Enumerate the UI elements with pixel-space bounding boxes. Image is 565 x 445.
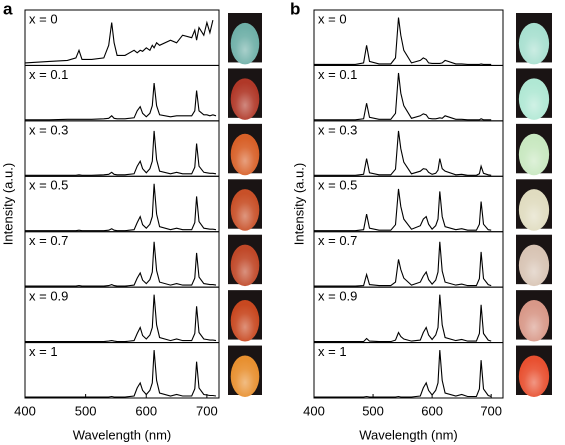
spectrum-line [25, 183, 217, 232]
sample-glow-highlight [518, 22, 550, 65]
series-label: x = 0.1 [318, 67, 357, 82]
spectrum-line [314, 241, 492, 287]
sample-glow-highlight [230, 355, 260, 397]
series-label: x = 0 [318, 11, 347, 26]
spectrum-line [25, 83, 217, 121]
series-label: x = 0.9 [318, 289, 357, 304]
spectrum-line [314, 130, 492, 176]
spectrum-line [24, 19, 214, 64]
series-label: x = 0.3 [318, 122, 357, 137]
sample-glow-highlight [230, 133, 260, 176]
sample-glow-highlight [230, 300, 260, 342]
series-label: x = 1 [29, 344, 58, 359]
series-label: x = 0.3 [29, 122, 68, 137]
spectrum-line [314, 72, 492, 121]
spectrum-line [25, 130, 217, 176]
x-tick-label: 700 [196, 403, 218, 418]
panel-label: a [3, 0, 13, 18]
series-label: x = 0.9 [29, 289, 68, 304]
spectrum-line [314, 294, 492, 343]
sample-glow-highlight [230, 78, 260, 120]
sample-glow-highlight [518, 133, 550, 176]
spectrum-line [314, 350, 492, 398]
x-tick-label: 500 [362, 403, 384, 418]
series-label: x = 0.5 [29, 178, 68, 193]
spectrum-line [314, 188, 492, 232]
series-label: x = 0 [29, 11, 58, 26]
sample-glow-highlight [518, 300, 550, 342]
series-label: x = 0.1 [29, 67, 68, 82]
panel-frame [24, 342, 220, 399]
sample-glow-highlight [518, 244, 550, 287]
y-axis-label: Intensity (a.u.) [291, 163, 306, 245]
x-tick-label: 500 [75, 403, 97, 418]
series-label: x = 1 [318, 344, 347, 359]
sample-glow-highlight [518, 355, 550, 397]
spectrum-line [314, 17, 492, 65]
sample-glow-highlight [230, 189, 260, 231]
spectrum-line [25, 294, 217, 343]
spectrum-line [25, 241, 217, 287]
series-label: x = 0.7 [318, 233, 357, 248]
x-tick-label: 700 [480, 403, 502, 418]
x-tick-label: 400 [14, 403, 36, 418]
panel-frame [313, 342, 504, 399]
sample-glow-highlight [230, 22, 260, 65]
sample-glow-highlight [518, 189, 550, 231]
sample-glow-highlight [518, 78, 550, 120]
panel-label: b [290, 0, 300, 18]
x-axis-label: Wavelength (nm) [359, 427, 458, 442]
x-tick-label: 400 [303, 403, 325, 418]
x-tick-label: 600 [135, 403, 157, 418]
x-axis-label: Wavelength (nm) [73, 427, 172, 442]
series-label: x = 0.5 [318, 178, 357, 193]
y-axis-label: Intensity (a.u.) [0, 163, 15, 245]
sample-glow-highlight [230, 244, 260, 287]
series-label: x = 0.7 [29, 233, 68, 248]
x-tick-label: 600 [421, 403, 443, 418]
